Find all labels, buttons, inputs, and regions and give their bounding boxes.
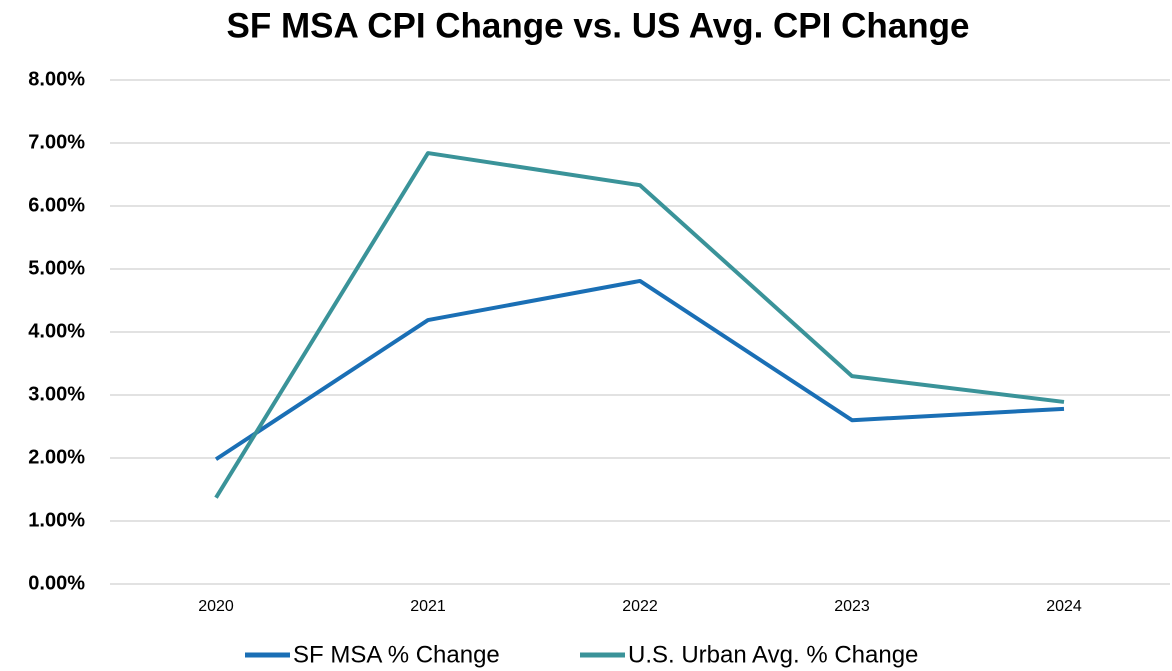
chart-title: SF MSA CPI Change vs. US Avg. CPI Change: [227, 6, 970, 45]
y-tick-label: 4.00%: [28, 320, 85, 342]
y-tick-label: 3.00%: [28, 383, 85, 405]
x-tick-label: 2020: [198, 598, 234, 615]
series-line: [214, 278, 1065, 461]
y-tick-label: 5.00%: [28, 257, 85, 279]
y-tick-label: 2.00%: [28, 446, 85, 468]
series-line: [214, 151, 1065, 499]
x-tick-label: 2022: [622, 598, 658, 615]
y-tick-label: 7.00%: [28, 131, 85, 153]
y-tick-label: 0.00%: [28, 572, 85, 594]
x-tick-label: 2024: [1046, 598, 1082, 615]
x-tick-label: 2023: [834, 598, 870, 615]
y-tick-label: 8.00%: [28, 68, 85, 90]
y-tick-label: 1.00%: [28, 509, 85, 531]
y-tick-label: 6.00%: [28, 194, 85, 216]
x-tick-label: 2021: [410, 598, 446, 615]
legend-label: SF MSA % Change: [293, 641, 500, 668]
legend-label: U.S. Urban Avg. % Change: [628, 641, 918, 668]
